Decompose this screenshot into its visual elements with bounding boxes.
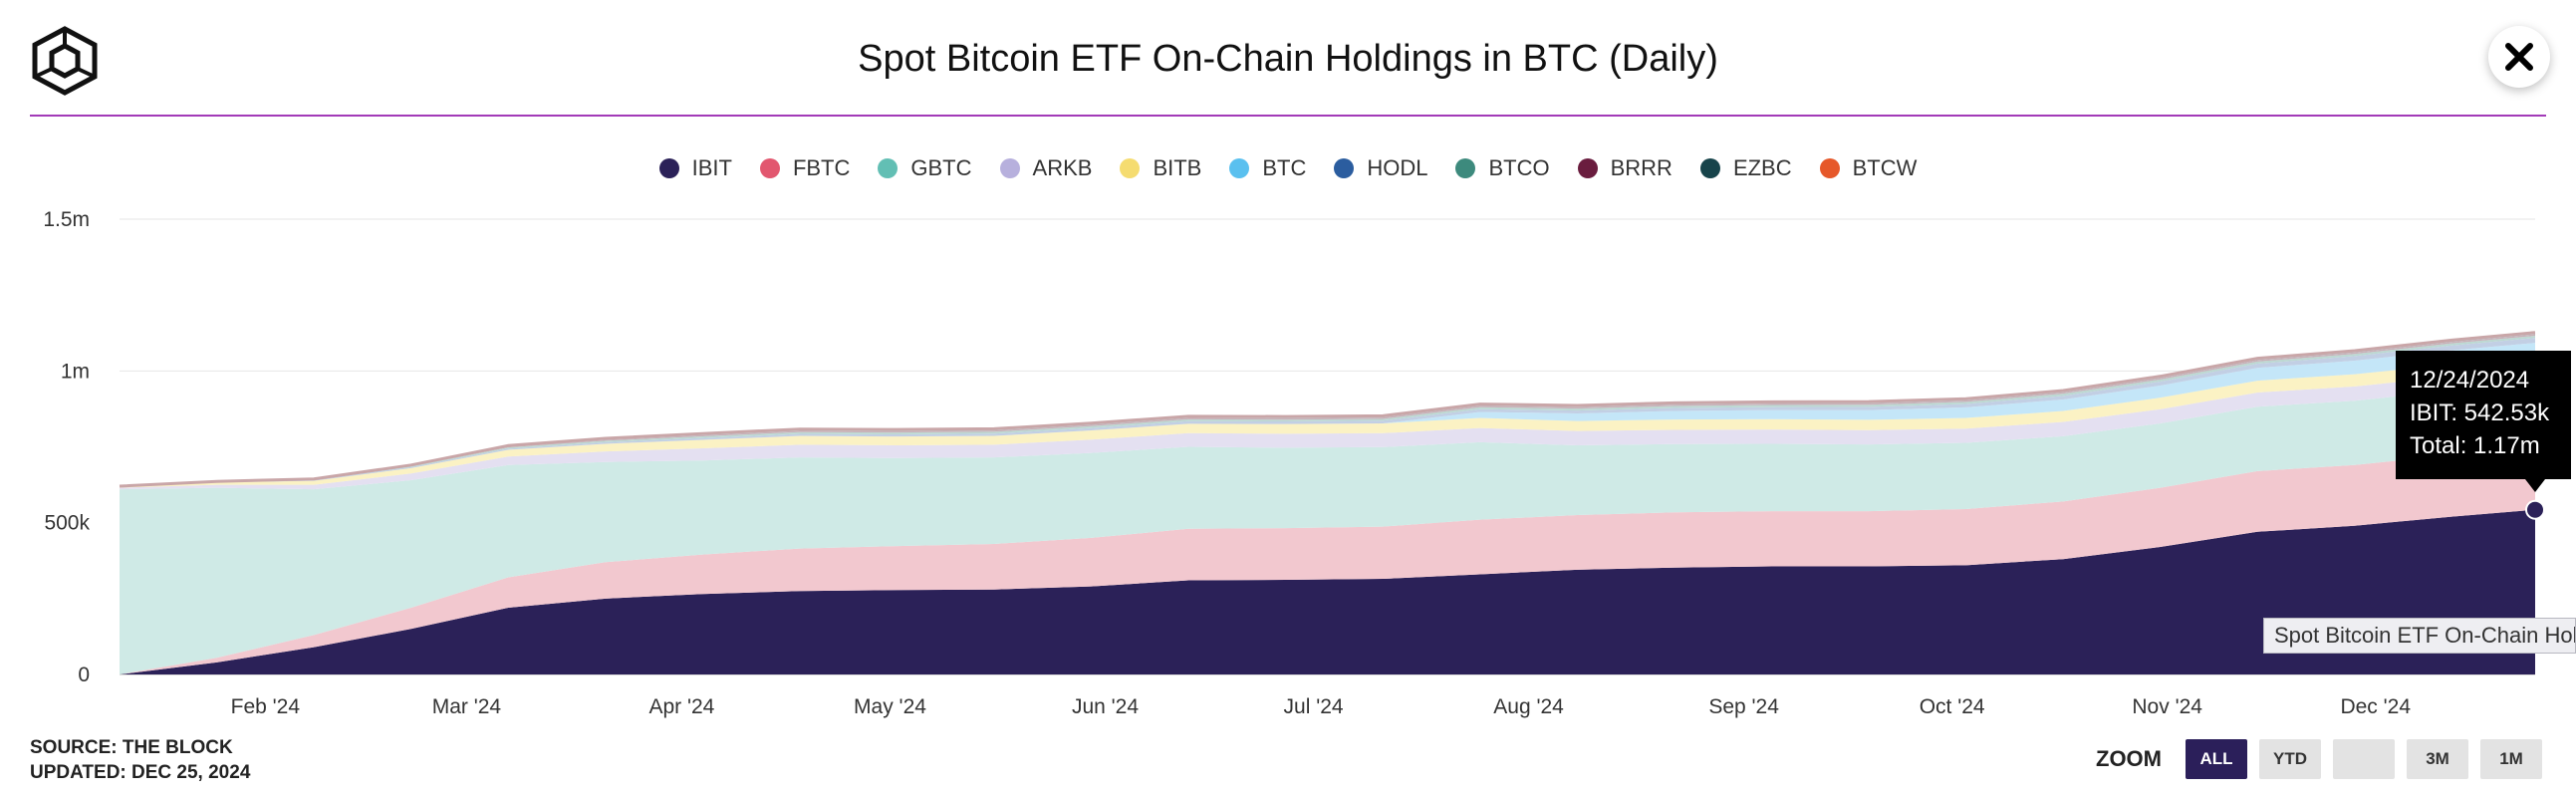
legend-swatch <box>1577 158 1598 178</box>
legend-swatch <box>999 158 1020 178</box>
legend-swatch <box>1699 158 1720 178</box>
legend-item-btcw[interactable]: BTCW <box>1819 155 1918 181</box>
tooltip-pointer <box>2525 479 2545 492</box>
legend-swatch <box>1229 158 1250 178</box>
y-tick-label: 1.5m <box>43 208 90 231</box>
legend-label: BTCO <box>1488 155 1550 180</box>
tooltip-date: 12/24/2024 <box>2410 367 2530 394</box>
legend-item-fbtc[interactable]: FBTC <box>759 155 851 181</box>
y-tick-label: 500k <box>44 512 90 535</box>
legend-label: EZBC <box>1732 155 1792 180</box>
updated-text: UPDATED: DEC 25, 2024 <box>30 762 251 783</box>
legend-label: GBTC <box>910 155 972 180</box>
source-text: SOURCE: THE BLOCK <box>30 737 233 758</box>
legend-swatch <box>878 158 899 178</box>
legend-swatch <box>1455 158 1476 178</box>
area-series-gbtc[interactable] <box>120 383 2535 674</box>
zoom-blank-button[interactable] <box>2333 739 2395 779</box>
legend-item-ibit[interactable]: IBIT <box>658 155 732 181</box>
cube-logo-icon <box>30 26 100 96</box>
legend-label: BTC <box>1262 155 1307 180</box>
hover-marker <box>2525 499 2545 520</box>
x-tick-label: Mar '24 <box>432 695 502 718</box>
close-button[interactable] <box>2488 26 2550 88</box>
legend-swatch <box>1334 158 1355 178</box>
header-divider <box>30 115 2546 117</box>
zoom-label: ZOOM <box>2096 746 2162 771</box>
zoom-all-button[interactable]: ALL <box>2186 739 2247 779</box>
y-tick-label: 1m <box>61 360 90 383</box>
area-series-ibit[interactable] <box>120 509 2535 674</box>
zoom-1m-button[interactable]: 1M <box>2480 739 2542 779</box>
close-icon <box>2505 43 2533 71</box>
x-tick-label: Aug '24 <box>1493 695 1564 718</box>
legend-label: BITB <box>1153 155 1202 180</box>
series-hover-label: Spot Bitcoin ETF On-Chain Holdings in BT… <box>2263 618 2576 654</box>
x-tick-label: Jun '24 <box>1072 695 1139 718</box>
source-note: SOURCE: THE BLOCK UPDATED: DEC 25, 2024 <box>30 735 250 785</box>
legend-item-ezbc[interactable]: EZBC <box>1699 155 1792 181</box>
x-tick-label: May '24 <box>854 695 926 718</box>
zoom-controls: ZOOM ALL YTD 3M 1M <box>2096 739 2542 779</box>
legend-swatch <box>1819 158 1840 178</box>
legend-item-hodl[interactable]: HODL <box>1334 155 1427 181</box>
legend-label: BTCW <box>1852 155 1918 180</box>
x-tick-label: Apr '24 <box>648 695 714 718</box>
zoom-3m-button[interactable]: 3M <box>2407 739 2468 779</box>
x-tick-label: Nov '24 <box>2132 695 2202 718</box>
stacked-area-chart: 0 500k 1m 1.5m Feb '24 Mar '24 Apr '24 May '24… <box>43 208 2545 718</box>
area-series-fbtc[interactable] <box>120 447 2535 674</box>
legend-label: FBTC <box>792 155 851 180</box>
legend-item-bitb[interactable]: BITB <box>1120 155 1201 181</box>
legend-label: ARKB <box>1032 155 1093 180</box>
legend-label: HODL <box>1367 155 1428 180</box>
chart-title: Spot Bitcoin ETF On-Chain Holdings in BT… <box>858 38 1718 80</box>
legend-item-brrr[interactable]: BRRR <box>1577 155 1673 181</box>
legend-swatch <box>759 158 780 178</box>
legend-item-arkb[interactable]: ARKB <box>999 155 1093 181</box>
y-tick-label: 0 <box>78 664 90 686</box>
tooltip-ibit: IBIT: 542.53k <box>2410 400 2550 426</box>
legend-swatch <box>658 158 679 178</box>
tooltip-total: Total: 1.17m <box>2410 432 2540 459</box>
area-series-bitb[interactable] <box>120 357 2535 488</box>
area-series-arkb[interactable] <box>120 369 2535 490</box>
legend-label: IBIT <box>691 155 732 180</box>
legend-swatch <box>1120 158 1141 178</box>
x-tick-label: Jul '24 <box>1284 695 1344 718</box>
x-tick-label: Sep '24 <box>1708 695 1779 718</box>
x-tick-label: Oct '24 <box>1920 695 1985 718</box>
chart-tooltip: 12/24/2024 IBIT: 542.53k Total: 1.17m <box>2396 351 2571 479</box>
total-outline <box>119 331 2536 488</box>
legend-item-btco[interactable]: BTCO <box>1455 155 1550 181</box>
x-tick-label: Dec '24 <box>2340 695 2411 718</box>
chart-legend: IBIT FBTC GBTC ARKB BITB BTC HODL BTCO BRRR EZBC B… <box>0 155 2576 181</box>
zoom-ytd-button[interactable]: YTD <box>2259 739 2321 779</box>
legend-label: BRRR <box>1610 155 1673 180</box>
legend-item-gbtc[interactable]: GBTC <box>878 155 972 181</box>
x-tick-label: Feb '24 <box>231 695 301 718</box>
legend-item-btc[interactable]: BTC <box>1229 155 1306 181</box>
